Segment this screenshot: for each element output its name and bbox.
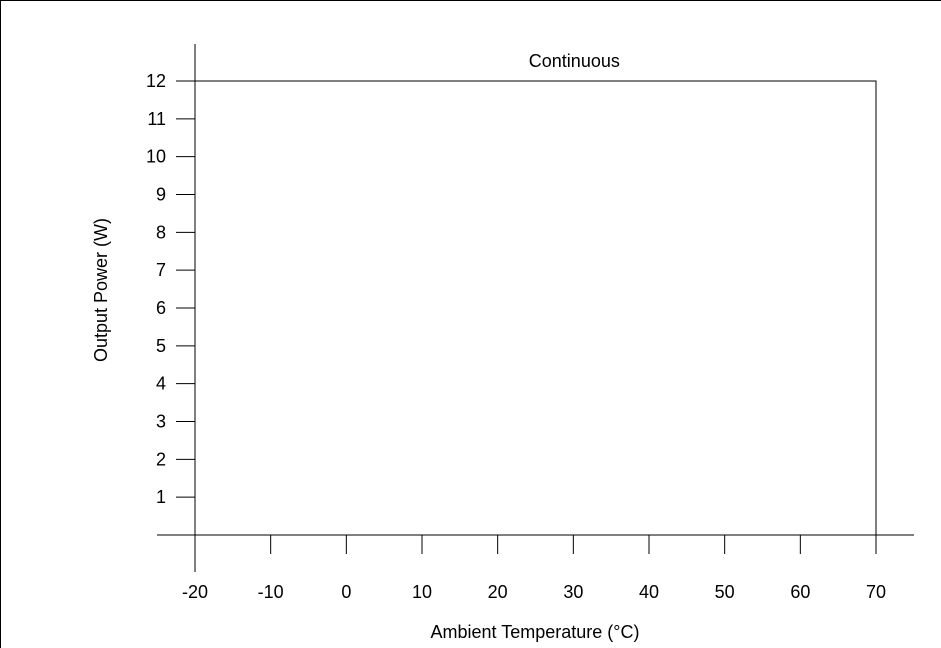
series	[195, 80, 877, 535]
labels: Output Power (W) Ambient Temperature (°C…	[91, 51, 639, 642]
axes	[157, 44, 914, 572]
x-tick-label: 0	[341, 582, 351, 602]
y-tick-label: 12	[146, 71, 166, 91]
y-tick-label: 3	[156, 412, 166, 432]
y-tick-label: 11	[147, 109, 166, 129]
x-tick-label: 70	[866, 582, 886, 602]
annotation-continuous: Continuous	[529, 51, 620, 71]
x-tick-label: 60	[790, 582, 810, 602]
y-tick-label: 2	[156, 449, 166, 469]
y-tick-label: 10	[146, 147, 166, 167]
y-tick-label: 8	[156, 222, 166, 242]
derating-curve	[195, 80, 877, 535]
x-tick-label: 30	[563, 582, 583, 602]
x-tick-label: 10	[412, 582, 432, 602]
y-tick-label: 4	[156, 374, 166, 394]
y-tick-label: 7	[156, 260, 166, 280]
y-tick-label: 1	[156, 487, 166, 507]
x-tick-label: 40	[639, 582, 659, 602]
x-tick-label: 50	[715, 582, 735, 602]
x-tick-label: -20	[182, 582, 208, 602]
y-axis-title: Output Power (W)	[91, 218, 111, 362]
x-tick-label: 20	[488, 582, 508, 602]
y-tick-label: 6	[156, 298, 166, 318]
x-axis-title: Ambient Temperature (°C)	[431, 622, 640, 642]
y-tick-label: 5	[156, 336, 166, 356]
y-tick-label: 9	[156, 185, 166, 205]
x-tick-label: -10	[258, 582, 284, 602]
